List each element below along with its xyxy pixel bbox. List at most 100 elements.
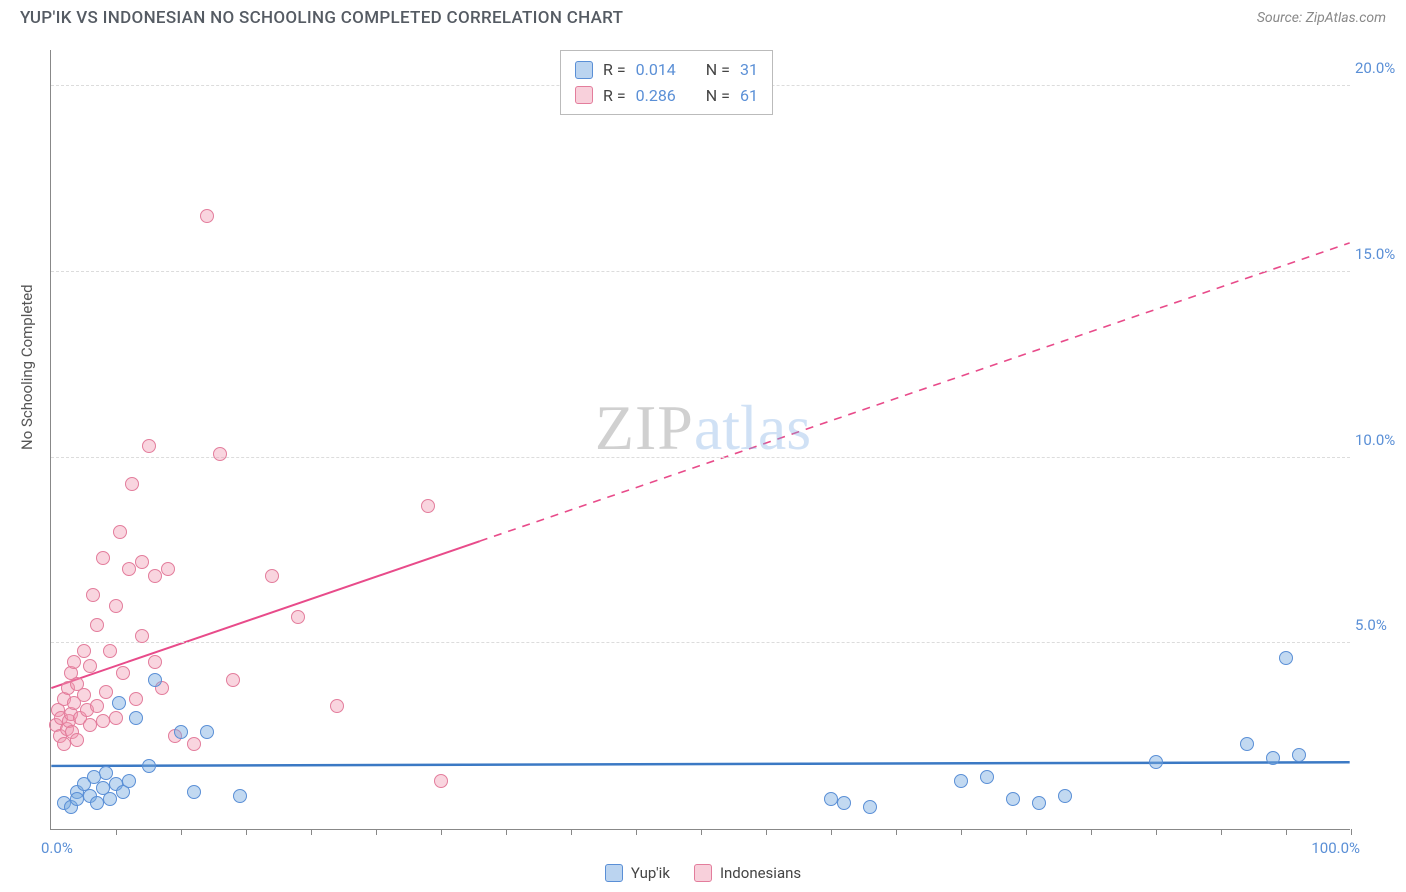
data-point-indonesians [86,588,100,602]
data-point-yupik [1279,651,1293,665]
data-point-indonesians [113,525,127,539]
data-point-indonesians [213,447,227,461]
scatter-chart: 0.0% 100.0% 5.0%10.0%15.0%20.0% [50,50,1350,830]
legend-item-indonesians: Indonesians [694,864,801,882]
x-tick-mark [571,829,572,835]
x-tick-mark [1156,829,1157,835]
data-point-indonesians [135,555,149,569]
x-tick-mark [1351,829,1352,835]
x-tick-mark [636,829,637,835]
x-axis-min-label: 0.0% [41,839,73,857]
data-point-indonesians [109,711,123,725]
data-point-yupik [70,792,84,806]
x-tick-mark [961,829,962,835]
grid-line [51,457,1350,458]
grid-line [51,642,1350,643]
x-tick-mark [1221,829,1222,835]
data-point-indonesians [226,673,240,687]
data-point-yupik [148,673,162,687]
x-tick-mark [896,829,897,835]
x-tick-mark [1026,829,1027,835]
y-tick-label: 10.0% [1355,431,1405,449]
y-tick-label: 20.0% [1355,59,1405,77]
data-point-indonesians [122,562,136,576]
correlation-row-yupik: R = 0.014 N = 31 [575,57,758,83]
data-point-indonesians [116,666,130,680]
data-point-indonesians [125,477,139,491]
swatch-indonesians-icon [694,864,712,882]
data-point-indonesians [77,644,91,658]
data-point-indonesians [142,439,156,453]
chart-header: YUP'IK VS INDONESIAN NO SCHOOLING COMPLE… [0,0,1406,32]
data-point-yupik [103,792,117,806]
data-point-yupik [129,711,143,725]
data-point-indonesians [200,209,214,223]
x-tick-mark [441,829,442,835]
data-point-indonesians [109,599,123,613]
data-point-indonesians [70,733,84,747]
data-point-yupik [1292,748,1306,762]
data-point-indonesians [148,569,162,583]
x-tick-mark [506,829,507,835]
r-label: R = [603,83,626,109]
x-axis-max-label: 100.0% [1311,839,1360,857]
data-point-yupik [1032,796,1046,810]
x-tick-mark [376,829,377,835]
legend-item-yupik: Yup'ik [605,864,670,882]
x-tick-mark [831,829,832,835]
x-tick-mark [311,829,312,835]
trend-line-indonesians-solid [51,541,479,688]
n-value-indonesians: 61 [740,83,758,109]
data-point-yupik [824,792,838,806]
x-tick-mark [246,829,247,835]
data-point-indonesians [187,737,201,751]
r-value-yupik: 0.014 [636,57,676,83]
data-point-yupik [954,774,968,788]
data-point-indonesians [99,685,113,699]
data-point-indonesians [129,692,143,706]
chart-title: YUP'IK VS INDONESIAN NO SCHOOLING COMPLE… [20,8,623,28]
r-label: R = [603,57,626,83]
swatch-yupik-icon [575,61,593,79]
swatch-indonesians-icon [575,86,593,104]
x-tick-mark [116,829,117,835]
data-point-indonesians [291,610,305,624]
bottom-legend: Yup'ik Indonesians [0,864,1406,882]
x-tick-mark [701,829,702,835]
data-point-indonesians [265,569,279,583]
trend-lines-layer [51,50,1350,829]
data-point-yupik [174,725,188,739]
data-point-yupik [1058,789,1072,803]
data-point-indonesians [330,699,344,713]
data-point-yupik [1266,751,1280,765]
data-point-yupik [837,796,851,810]
data-point-indonesians [103,644,117,658]
data-point-indonesians [96,551,110,565]
swatch-yupik-icon [605,864,623,882]
data-point-indonesians [96,714,110,728]
data-point-yupik [233,789,247,803]
data-point-indonesians [77,688,91,702]
y-axis-label: No Schooling Completed [18,284,36,450]
data-point-indonesians [161,562,175,576]
data-point-yupik [980,770,994,784]
data-point-indonesians [421,499,435,513]
source-attribution: Source: ZipAtlas.com [1257,10,1386,26]
data-point-indonesians [83,659,97,673]
data-point-yupik [1149,755,1163,769]
data-point-yupik [187,785,201,799]
n-label: N = [706,83,730,109]
data-point-indonesians [135,629,149,643]
data-point-indonesians [90,618,104,632]
x-tick-mark [766,829,767,835]
data-point-yupik [122,774,136,788]
r-value-indonesians: 0.286 [636,83,676,109]
n-label: N = [706,57,730,83]
data-point-indonesians [90,699,104,713]
correlation-legend-box: R = 0.014 N = 31 R = 0.286 N = 61 [560,50,773,115]
y-tick-label: 15.0% [1355,245,1405,263]
data-point-yupik [1240,737,1254,751]
grid-line [51,271,1350,272]
n-value-yupik: 31 [740,57,758,83]
data-point-indonesians [148,655,162,669]
